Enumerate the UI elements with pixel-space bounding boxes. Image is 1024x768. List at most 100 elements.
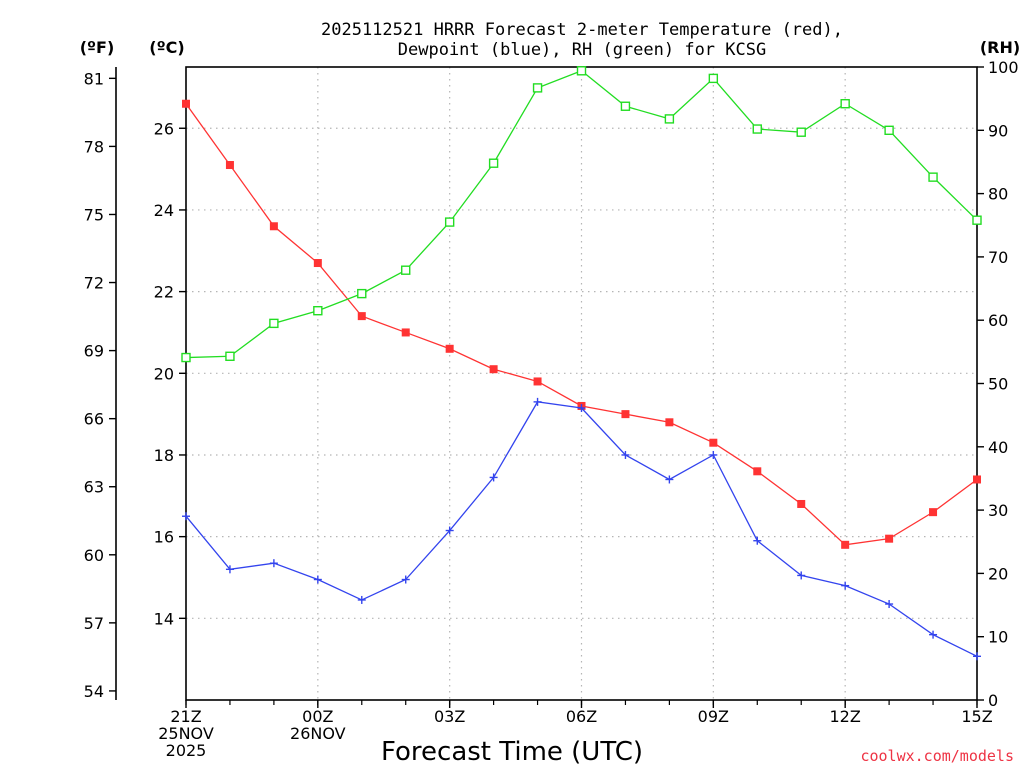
fahrenheit-tick-label: 66: [84, 410, 104, 429]
temperature-marker: [401, 328, 410, 337]
rh-marker: [840, 99, 850, 109]
rh-tick-label: 60: [988, 311, 1008, 330]
rh-tick-label: 20: [988, 564, 1008, 583]
celsius-tick-label: 14: [154, 609, 174, 628]
rh-tick-label: 0: [988, 691, 998, 710]
rh-marker: [357, 288, 367, 299]
rh-marker: [620, 101, 631, 111]
dewpoint-marker: [753, 536, 762, 545]
x-tick-label: 2025: [166, 741, 207, 760]
rh-marker: [532, 83, 543, 93]
temperature-marker: [841, 540, 850, 549]
temperature-marker: [709, 438, 718, 447]
dewpoint-marker: [225, 565, 234, 574]
rh-tick-label: 70: [988, 248, 1008, 267]
temperature-marker: [665, 418, 674, 427]
dewpoint-marker: [973, 652, 981, 661]
dewpoint-marker: [182, 512, 190, 521]
rh-marker: [269, 318, 279, 329]
temperature-marker: [182, 99, 190, 108]
rh-marker: [488, 158, 499, 168]
dewpoint-marker: [841, 581, 850, 590]
rh-marker: [884, 125, 894, 136]
temperature-marker: [357, 312, 366, 321]
dewpoint-marker: [445, 526, 454, 535]
x-tick-label: 03Z: [434, 707, 465, 726]
dewpoint-marker: [401, 575, 410, 584]
rh-marker: [708, 73, 719, 84]
temperature-marker: [533, 377, 542, 386]
dewpoint-marker: [357, 595, 366, 604]
fahrenheit-tick-label: 60: [84, 546, 104, 565]
x-tick-label: 00Z: [302, 707, 333, 726]
rh-tick-label: 30: [988, 501, 1008, 520]
x-tick-label: 21Z: [170, 707, 201, 726]
celsius-tick-label: 16: [154, 528, 174, 547]
temperature-marker: [621, 410, 630, 419]
fahrenheit-tick-label: 72: [84, 274, 104, 293]
dewpoint-marker: [885, 600, 894, 609]
dewpoint-marker: [929, 630, 938, 639]
fahrenheit-unit-label: (ºF): [80, 38, 115, 57]
rh-marker: [313, 306, 323, 316]
celsius-tick-label: 24: [154, 201, 174, 220]
temperature-marker: [973, 475, 981, 484]
x-tick-label: 09Z: [698, 707, 729, 726]
fahrenheit-tick-label: 78: [84, 137, 104, 156]
x-tick-label: 25NOV: [158, 724, 214, 743]
celsius-tick-label: 22: [154, 283, 174, 302]
rh-marker: [928, 172, 938, 182]
axes: [109, 66, 984, 708]
rh-marker: [752, 124, 762, 134]
dewpoint-marker: [313, 575, 322, 584]
dewpoint-marker: [621, 450, 630, 459]
temperature-marker: [753, 467, 762, 476]
dewpoint-marker: [269, 559, 278, 568]
x-axis-title: Forecast Time (UTC): [381, 737, 643, 767]
temperature-marker: [269, 222, 278, 231]
rh-marker: [225, 351, 235, 361]
x-tick-label: 12Z: [830, 707, 861, 726]
temperature-marker: [885, 534, 894, 543]
rh-marker: [664, 114, 675, 124]
credit-label: coolwx.com/models: [860, 747, 1014, 765]
rh-tick-label: 80: [988, 185, 1008, 204]
data-series: [181, 66, 982, 661]
dewpoint-marker: [797, 571, 806, 580]
fahrenheit-tick-label: 63: [84, 478, 104, 497]
dewpoint-marker: [489, 473, 498, 482]
celsius-tick-label: 20: [154, 364, 174, 383]
rh-line: [185, 70, 978, 359]
fahrenheit-tick-label: 69: [84, 342, 104, 361]
fahrenheit-tick-label: 54: [84, 682, 104, 701]
dewpoint-marker: [709, 450, 718, 459]
fahrenheit-tick-label: 57: [84, 614, 104, 633]
x-tick-label: 15Z: [961, 707, 992, 726]
temperature-marker: [929, 508, 938, 517]
chart-title-line2: Dewpoint (blue), RH (green) for KCSG: [398, 40, 766, 60]
rh-tick-label: 40: [988, 438, 1008, 457]
x-tick-label: 06Z: [566, 707, 597, 726]
celsius-unit-label: (ºC): [149, 38, 184, 57]
rh-marker: [401, 265, 411, 275]
temperature-marker: [225, 161, 234, 170]
rh-marker: [181, 352, 191, 363]
fahrenheit-tick-label: 81: [84, 69, 104, 88]
rh-marker: [796, 127, 806, 137]
plot-frame: [185, 66, 978, 701]
celsius-tick-label: 18: [154, 446, 174, 465]
rh-unit-label: (RH): [980, 38, 1020, 57]
rh-marker: [444, 217, 455, 227]
celsius-tick-label: 26: [154, 119, 174, 138]
dewpoint-marker: [577, 404, 586, 413]
rh-marker: [972, 215, 982, 225]
tick-labels: 54 57 60 63 66 69 72 75 78 81 14 16 18 20 22 24 26 0 10 20 3…: [84, 58, 1019, 760]
x-tick-label: 26NOV: [290, 724, 346, 743]
rh-marker: [576, 66, 587, 76]
rh-tick-label: 10: [988, 628, 1008, 647]
temperature-marker: [797, 499, 806, 508]
chart-title-line1: 2025112521 HRRR Forecast 2-meter Tempera…: [321, 20, 843, 40]
temperature-marker: [489, 365, 498, 374]
grid-lines: [186, 67, 977, 700]
